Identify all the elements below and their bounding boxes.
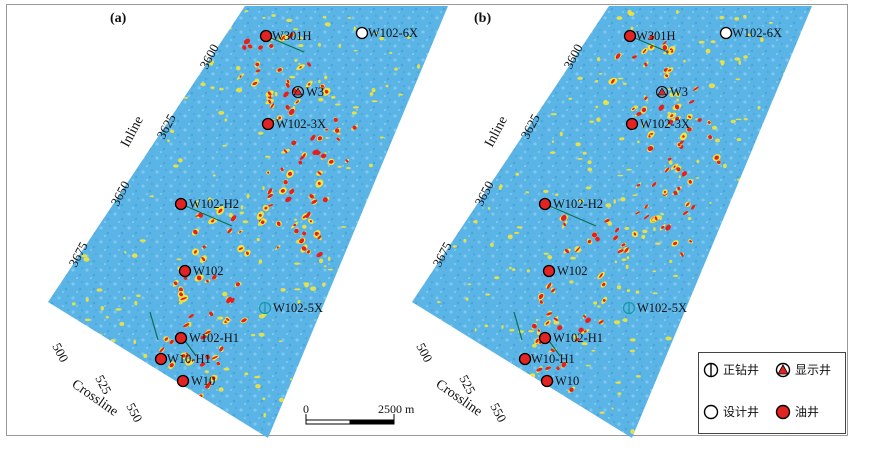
- well-w102-6x: W102-6X: [355, 26, 418, 40]
- well-trajectory: [180, 203, 233, 227]
- well-w10-h1: W10-H1: [154, 352, 211, 366]
- well-label: W102: [557, 264, 588, 278]
- figure-frame: [6, 4, 848, 436]
- show-well-icon: [655, 85, 669, 99]
- well-w10-h1: W10-H1: [518, 352, 575, 366]
- well-label: W301H: [272, 29, 312, 43]
- well-w102: W102: [178, 264, 224, 278]
- design-well-icon: [719, 26, 733, 40]
- oil-well-icon: [174, 197, 188, 211]
- well-w10: W10: [176, 374, 215, 388]
- well-label: W10-H1: [167, 352, 211, 366]
- well-w102-h2: W102-H2: [174, 197, 239, 211]
- b-crossline-tick-550: 550: [487, 400, 509, 424]
- well-w102-3x: W102-3X: [625, 117, 690, 131]
- oil-well-icon: [518, 352, 532, 366]
- well-trajectory: [544, 203, 597, 227]
- scale-end-label: 2500 m: [378, 402, 415, 416]
- scale-bar: 0 2500 m: [303, 402, 415, 425]
- oil-well-icon: [775, 404, 791, 419]
- well-w102: W102: [542, 264, 588, 278]
- well-w102-3x: W102-3X: [261, 117, 326, 131]
- well-label: W102-6X: [732, 26, 782, 40]
- oil-well-icon: [542, 264, 556, 278]
- well-label: W10: [191, 374, 215, 388]
- well-w102-5x: W102-5X: [622, 301, 687, 315]
- legend-item-show: 显示井: [775, 361, 831, 378]
- well-label: W102-H1: [553, 331, 603, 345]
- legend-label-oil: 油井: [795, 405, 820, 419]
- panel-b-label: (b): [474, 11, 491, 26]
- well-label: W102: [193, 264, 224, 278]
- well-label: W102-3X: [640, 117, 690, 131]
- oil-well-icon: [259, 29, 273, 43]
- legend-label-show: 显示井: [795, 363, 832, 377]
- oil-well-icon: [154, 352, 168, 366]
- legend-label-drilling: 正钻井: [723, 363, 760, 377]
- well-label: W3: [670, 85, 688, 99]
- well-label: W102-3X: [276, 117, 326, 131]
- oil-well-icon: [625, 117, 639, 131]
- oil-well-icon: [623, 29, 637, 43]
- well-w102-5x: W102-5X: [258, 301, 323, 315]
- oil-well-icon: [261, 117, 275, 131]
- well-trajectory: [513, 311, 523, 341]
- well-label: W102-5X: [273, 301, 323, 315]
- legend-item-design: 设计井: [703, 403, 759, 420]
- well-trajectory: [629, 35, 669, 53]
- well-label: W102-H2: [189, 197, 239, 211]
- well-w102-6x: W102-6X: [719, 26, 782, 40]
- well-w3: W3: [655, 85, 688, 99]
- drilling-well-icon: [703, 362, 719, 377]
- crossline-tick-500: 500: [49, 340, 71, 364]
- b-crossline-tick-500: 500: [413, 340, 435, 364]
- well-label: W102-6X: [368, 26, 418, 40]
- crossline-tick-550: 550: [123, 400, 145, 424]
- well-label: W102-5X: [637, 301, 687, 315]
- legend-item-drilling: 正钻井: [703, 361, 759, 378]
- b-inline-axis-label: Inline: [482, 114, 511, 150]
- well-w301h: W301H: [259, 29, 312, 43]
- design-well-icon: [703, 404, 719, 419]
- well-w301h: W301H: [623, 29, 676, 43]
- oil-well-icon: [538, 197, 552, 211]
- well-trajectory: [149, 311, 159, 341]
- well-w3: W3: [291, 85, 324, 99]
- legend-item-oil: 油井: [775, 403, 819, 420]
- scale-start-label: 0: [303, 402, 309, 416]
- panel-a-map: W301H W102-6X W3 W102-3X W102-H2 W102 W102-5X W…: [48, 6, 448, 438]
- well-w102-h1: W102-H1: [174, 331, 239, 345]
- oil-well-icon: [174, 331, 188, 345]
- oil-well-icon: [178, 264, 192, 278]
- well-label: W3: [306, 85, 324, 99]
- legend-label-design: 设计井: [723, 405, 760, 419]
- oil-well-icon: [538, 331, 552, 345]
- well-w10: W10: [540, 374, 579, 388]
- oil-well-icon: [176, 374, 190, 388]
- panel-a-label: (a): [110, 11, 127, 26]
- oil-well-icon: [540, 374, 554, 388]
- legend: 正钻井 显示井 设计井 油井: [698, 352, 846, 434]
- show-well-icon: [775, 362, 791, 377]
- well-label: W10: [555, 374, 579, 388]
- design-well-icon: [355, 26, 369, 40]
- show-well-icon: [291, 85, 305, 99]
- well-label: W10-H1: [531, 352, 575, 366]
- inline-axis-label: Inline: [118, 114, 147, 150]
- well-label: W102-H1: [189, 331, 239, 345]
- well-trajectory: [265, 35, 305, 53]
- well-label: W102-H2: [553, 197, 603, 211]
- well-w102-h1: W102-H1: [538, 331, 603, 345]
- well-label: W301H: [636, 29, 676, 43]
- well-w102-h2: W102-H2: [538, 197, 603, 211]
